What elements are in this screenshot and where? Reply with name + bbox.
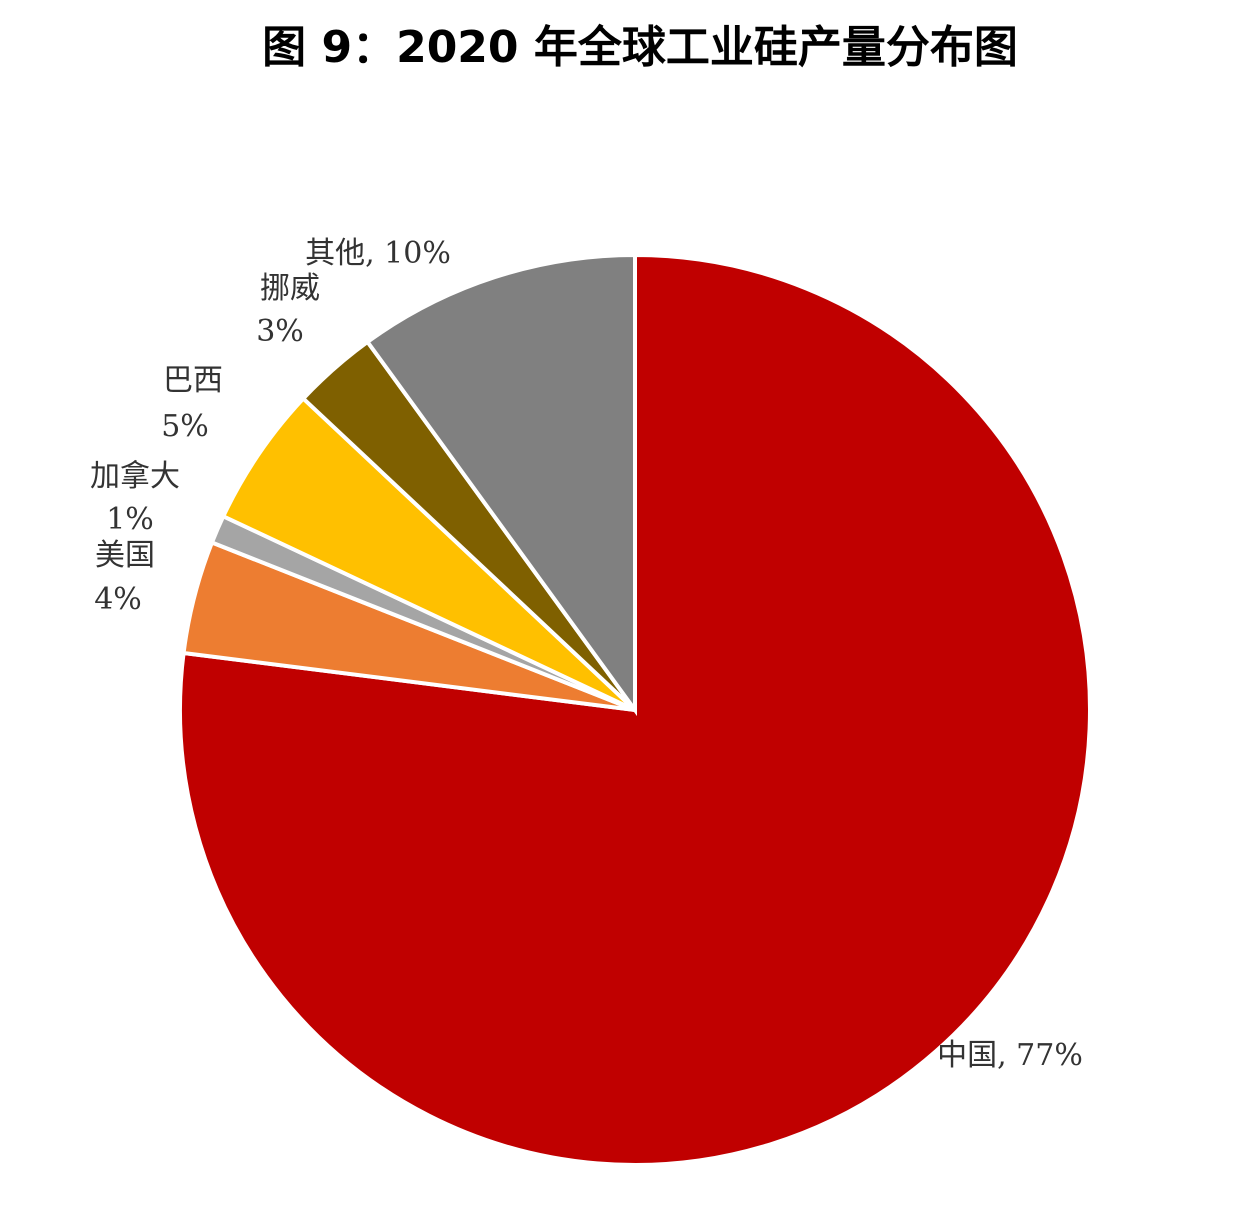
value-label: , 10%: [365, 236, 451, 271]
category-label: 巴西: [163, 363, 223, 398]
value-label: 3%: [256, 314, 304, 349]
category-label: 加拿大: [90, 459, 180, 494]
category-label: 其他: [305, 236, 365, 271]
pie-slice: [364, 252, 637, 717]
category-label: 挪威: [260, 271, 320, 306]
pie-slice: [220, 395, 637, 712]
value-label: 5%: [161, 409, 209, 444]
chart-title: 图 9：2020 年全球工业硅产量分布图: [262, 22, 1018, 73]
value-label: 4%: [94, 582, 142, 617]
value-label: , 77%: [997, 1038, 1083, 1073]
category-label: 中国: [937, 1038, 997, 1073]
pie-slice: [178, 252, 1092, 1167]
value-label: 1%: [106, 502, 154, 537]
data-label: 中国, 77%: [937, 1038, 1083, 1073]
category-label: 美国: [95, 538, 155, 573]
data-label: 其他, 10%: [305, 236, 451, 271]
